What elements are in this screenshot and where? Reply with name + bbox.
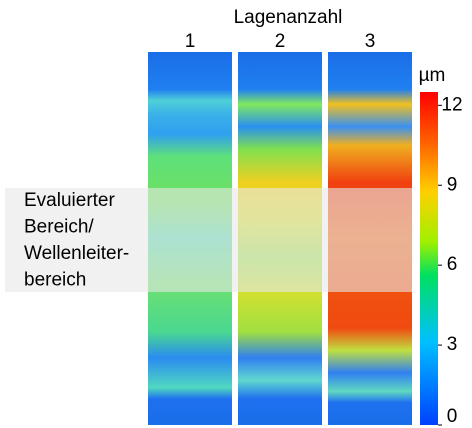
colorbar [420, 92, 438, 425]
colorbar-tick-label: 3 [447, 334, 458, 355]
colorbar-tick-label: 6 [447, 254, 458, 275]
annotation-line: Wellenleiter- [24, 243, 129, 264]
title: Lagenanzahl [234, 7, 343, 28]
colorbar-tick-label: 9 [447, 174, 458, 195]
column-label: 1 [185, 31, 196, 52]
colorbar-tick-label: 0 [447, 406, 458, 427]
annotation-line: bereich [24, 270, 86, 291]
column-label: 3 [365, 31, 376, 52]
annotation-line: Evaluierter [24, 190, 115, 211]
annotation-line: Bereich/ [24, 217, 94, 238]
colorbar-tick-label: 12 [441, 94, 462, 115]
colorbar-unit: µm [419, 65, 446, 86]
column-label: 2 [275, 31, 286, 52]
figure: Lagenanzahl µm 123036912EvaluierterBerei… [0, 0, 472, 428]
